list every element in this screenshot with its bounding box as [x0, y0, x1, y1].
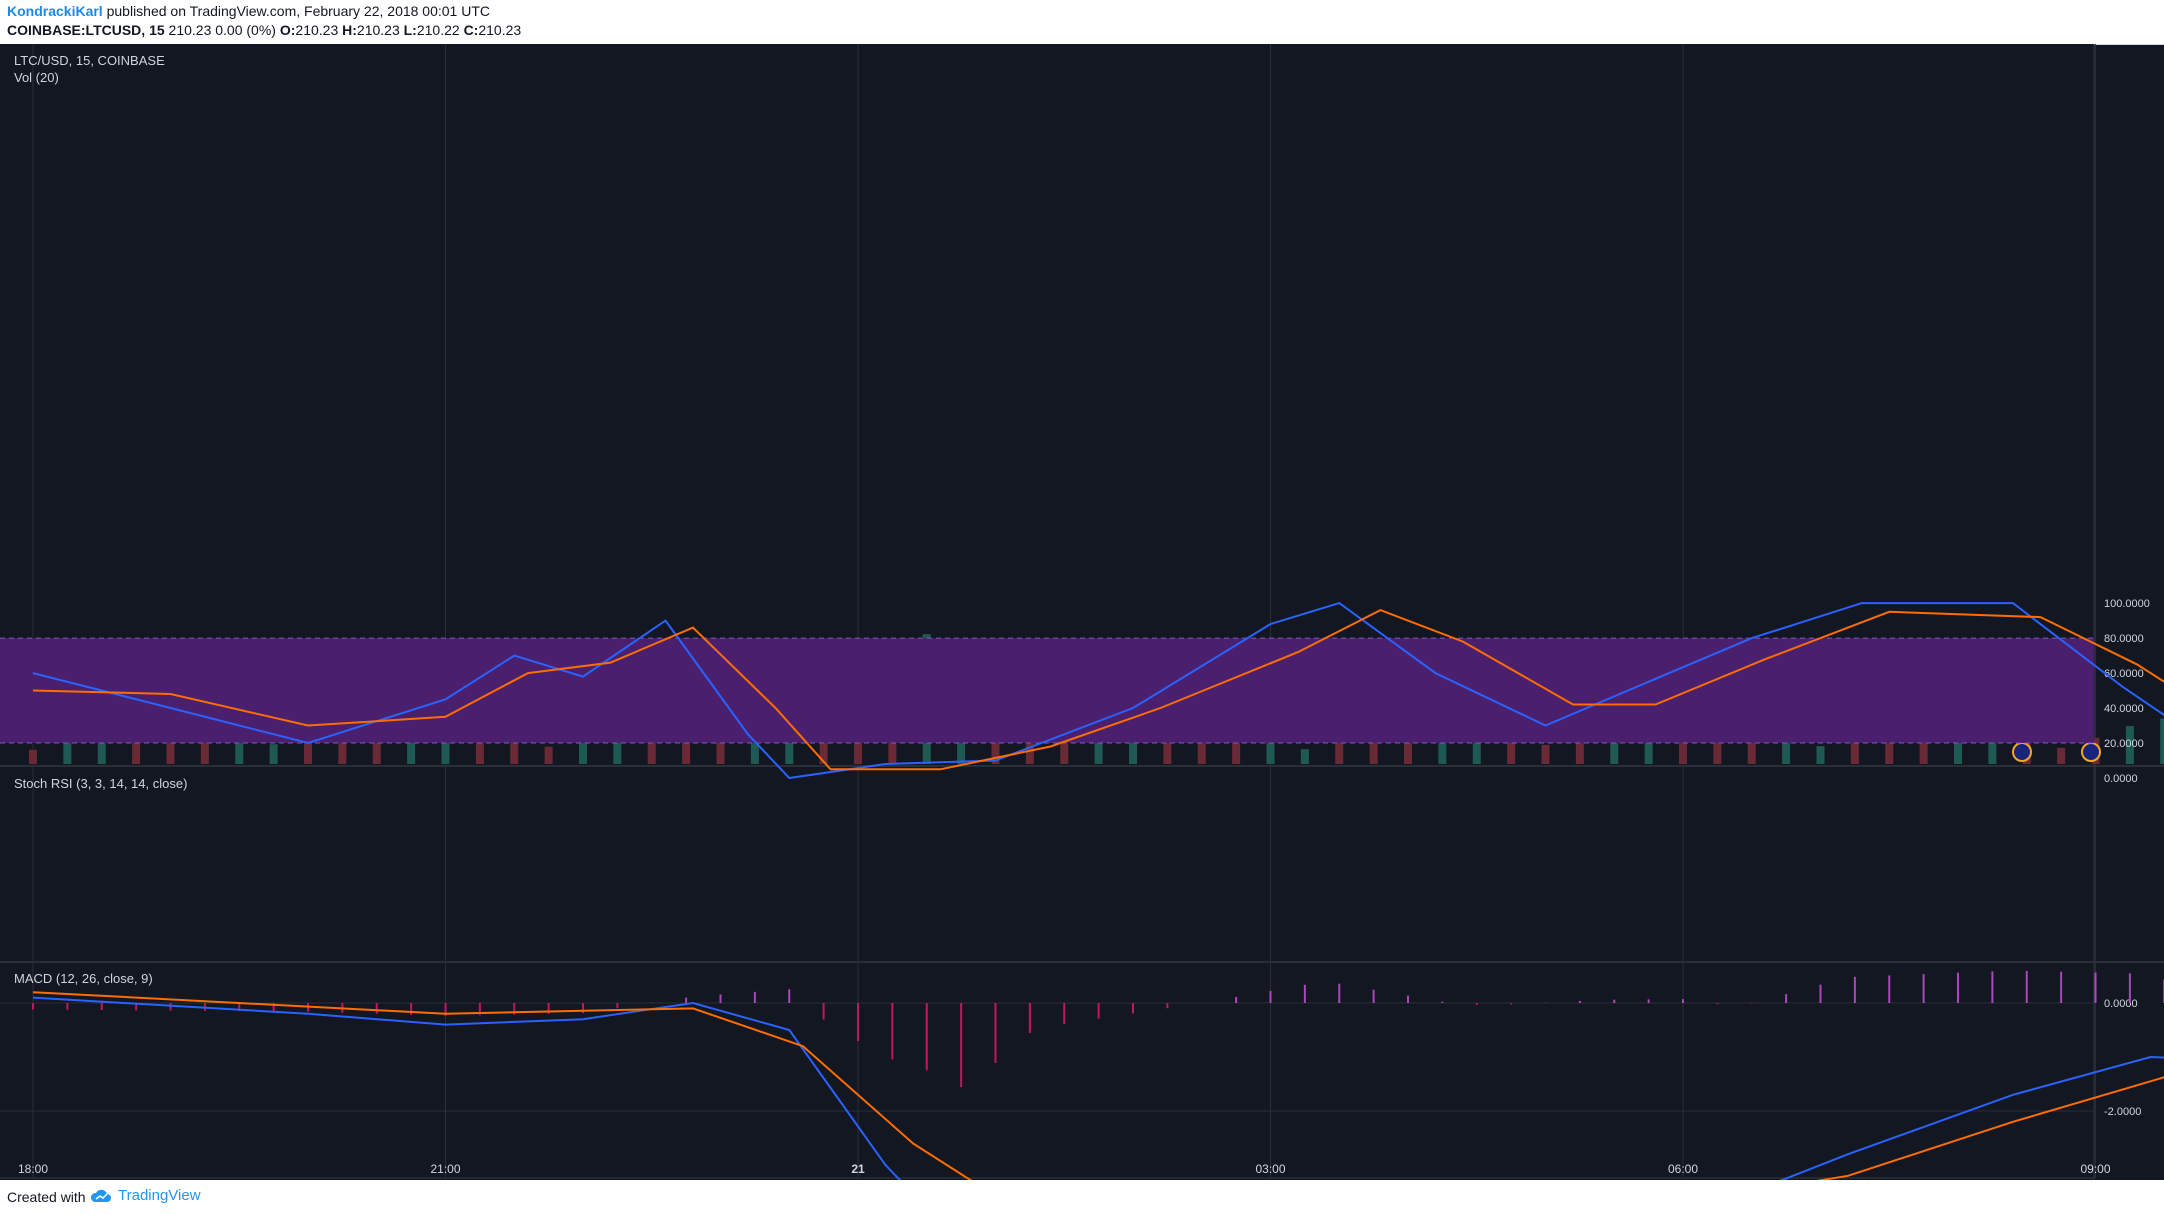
macd-pane-title[interactable]: MACD (12, 26, close, 9): [14, 971, 153, 986]
volume-bar: [1541, 744, 1550, 764]
volume-bar: [2125, 726, 2134, 764]
volume-bar: [63, 736, 72, 764]
rsi-tick-label: 100.0000: [2104, 598, 2150, 610]
time-tick-label: 03:00: [1255, 1162, 1285, 1176]
symbol-label: COINBASE:LTCUSD, 15: [7, 22, 165, 38]
open-label: O:: [279, 22, 296, 38]
volume-bar: [1266, 736, 1275, 764]
volume-bar: [1575, 740, 1584, 764]
chart-canvas[interactable]: 18:0021:002103:0006:0009:0012:0015:0018:…: [0, 44, 2164, 1180]
volume-bar: [1232, 725, 1241, 764]
plot-background: [0, 44, 2094, 1136]
published-text: published on TradingView.com, February 2…: [106, 3, 491, 19]
economic-event-icon[interactable]: [2081, 742, 2101, 762]
volume-bar: [1335, 735, 1344, 764]
high-label: H:: [342, 22, 357, 38]
volume-bar: [269, 744, 278, 764]
tradingview-brand: TradingView: [118, 1187, 201, 1204]
stoch-k-line[interactable]: [32, 601, 2164, 780]
time-tick-label: 21:00: [430, 1162, 460, 1176]
volume-bar: [97, 724, 106, 764]
volume-bar: [1060, 743, 1069, 764]
volume-bar: [235, 731, 244, 764]
volume-bar: [716, 723, 725, 764]
symbol-quote-line: COINBASE:LTCUSD, 15 210.23 0.00 (0%) O:2…: [7, 22, 521, 38]
volume-bar: [338, 728, 347, 764]
close-label: C:: [463, 22, 479, 38]
cloud-logo-icon: [90, 1189, 111, 1202]
publish-line: KondrackiKarl published on TradingView.c…: [7, 3, 490, 19]
rsi-tick-label: 60.0000: [2104, 668, 2144, 680]
volume-bar: [2057, 747, 2066, 764]
volume-bar: [510, 738, 519, 764]
rsi-tick-label: 80.0000: [2104, 633, 2144, 645]
rsi-tick-label: 20.0000: [2104, 738, 2144, 750]
rsi-band-fill: [0, 638, 2094, 744]
time-tick-label: 21: [851, 1162, 865, 1176]
low-value: 210.22: [416, 22, 460, 38]
time-tick-label: 18:00: [18, 1162, 48, 1176]
low-label: L:: [403, 22, 417, 38]
volume-bar: [29, 749, 37, 764]
rsi-tick-label: 40.0000: [2104, 703, 2144, 715]
volume-bar: [544, 746, 553, 764]
volume-bar: [613, 722, 622, 764]
open-value: 210.23: [295, 22, 339, 38]
time-tick-label: 09:00: [2080, 1162, 2110, 1176]
volume-bar: [1610, 728, 1619, 764]
rsi-tick-label: 0.0000: [2104, 773, 2138, 785]
macd-line[interactable]: [32, 996, 2164, 1180]
tradingview-link[interactable]: TradingView: [90, 1187, 201, 1204]
high-value: 210.23: [356, 22, 400, 38]
economic-event-icon[interactable]: [2012, 742, 2032, 762]
volume-bar: [579, 733, 587, 764]
publish-header: KondrackiKarl published on TradingView.c…: [0, 0, 2164, 45]
volume-bar: [991, 729, 1000, 764]
macd-tick-label: -2.0000: [2104, 1106, 2141, 1118]
volume-bar: [1025, 741, 1034, 764]
created-with-label: Created with: [7, 1189, 86, 1205]
macd-tick-label: 0.0000: [2104, 998, 2138, 1010]
volume-bar: [1094, 730, 1103, 764]
volume-bar: [1885, 722, 1894, 764]
time-tick-label: 06:00: [1668, 1162, 1698, 1176]
close-value: 210.23: [478, 22, 522, 38]
macd-signal-line[interactable]: [32, 991, 2164, 1180]
volume-bar: [1850, 732, 1859, 764]
footer-bar: Created with TradingView: [0, 1180, 2164, 1215]
stoch-d-line[interactable]: [32, 607, 2164, 771]
volume-bar: [1782, 739, 1791, 764]
volume-bar: [1816, 746, 1825, 764]
volume-bar: [1369, 724, 1378, 764]
volume-bar: [2160, 718, 2164, 764]
stoch-rsi-pane-title[interactable]: Stoch RSI (3, 3, 14, 14, close): [14, 776, 188, 791]
volume-bar: [475, 726, 484, 764]
volume-bar: [1747, 727, 1756, 764]
volume-bar: [1988, 723, 1997, 764]
author-link[interactable]: KondrackiKarl: [7, 3, 103, 19]
volume-pane-title[interactable]: Vol (20): [14, 70, 59, 85]
main-pane-title[interactable]: LTC/USD, 15, COINBASE: [14, 53, 165, 68]
volume-bar: [1507, 731, 1516, 764]
volume-bar: [1300, 749, 1309, 764]
quote-change: 210.23 0.00 (0%): [168, 22, 276, 38]
volume-bar: [304, 741, 312, 764]
